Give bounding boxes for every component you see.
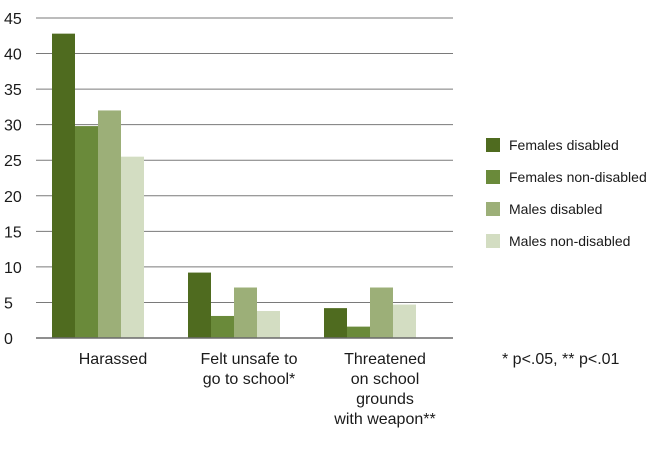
y-tick-label: 35 bbox=[4, 82, 22, 99]
x-tick-label-line: on school bbox=[351, 371, 420, 388]
legend-label: Females disabled bbox=[509, 137, 619, 153]
bar-2-1 bbox=[234, 287, 257, 338]
y-tick-label: 40 bbox=[4, 47, 22, 64]
x-tick-label-line: grounds bbox=[356, 391, 414, 408]
y-tick-label: 15 bbox=[4, 224, 22, 241]
legend-swatch bbox=[486, 138, 500, 152]
y-tick-label: 20 bbox=[4, 189, 22, 206]
bar-3-1 bbox=[257, 310, 280, 338]
x-tick-label-line: with weapon** bbox=[333, 411, 435, 428]
legend-label: Males non-disabled bbox=[509, 233, 630, 249]
y-tick-label: 10 bbox=[4, 260, 22, 277]
x-tick-label: Felt unsafe to go to school* bbox=[201, 351, 298, 388]
x-tick-label-line: Harassed bbox=[79, 351, 147, 368]
bar-2-2 bbox=[370, 287, 393, 338]
x-tick-label: Threatened on school grounds with weapon** bbox=[333, 351, 435, 428]
legend-label: Males disabled bbox=[509, 201, 602, 217]
bar-3-0 bbox=[121, 156, 144, 338]
y-tick-label: 25 bbox=[4, 153, 22, 170]
y-tick-label: 0 bbox=[4, 331, 13, 348]
x-tick-label-line: Threatened bbox=[344, 351, 426, 368]
legend-swatch bbox=[486, 202, 500, 216]
bar-1-1 bbox=[211, 315, 234, 338]
x-tick-label: Harassed bbox=[79, 351, 147, 368]
bar-3-2 bbox=[393, 304, 416, 338]
x-tick-label-line: go to school* bbox=[203, 371, 296, 388]
bar-0-2 bbox=[324, 308, 347, 338]
bar-0-1 bbox=[188, 272, 211, 338]
x-tick-label-line: Felt unsafe to bbox=[201, 351, 298, 368]
bar-0-0 bbox=[52, 33, 75, 339]
legend-label: Females non-disabled bbox=[509, 169, 647, 185]
legend-swatch bbox=[486, 170, 500, 184]
bar-1-0 bbox=[75, 126, 98, 338]
y-tick-label: 45 bbox=[4, 11, 22, 28]
legend-swatch bbox=[486, 234, 500, 248]
bar-2-0 bbox=[98, 110, 121, 338]
y-tick-label: 30 bbox=[4, 118, 22, 135]
bar-1-2 bbox=[347, 326, 370, 338]
significance-note: * p<.05, ** p<.01 bbox=[502, 351, 620, 368]
y-tick-label: 5 bbox=[4, 295, 13, 312]
